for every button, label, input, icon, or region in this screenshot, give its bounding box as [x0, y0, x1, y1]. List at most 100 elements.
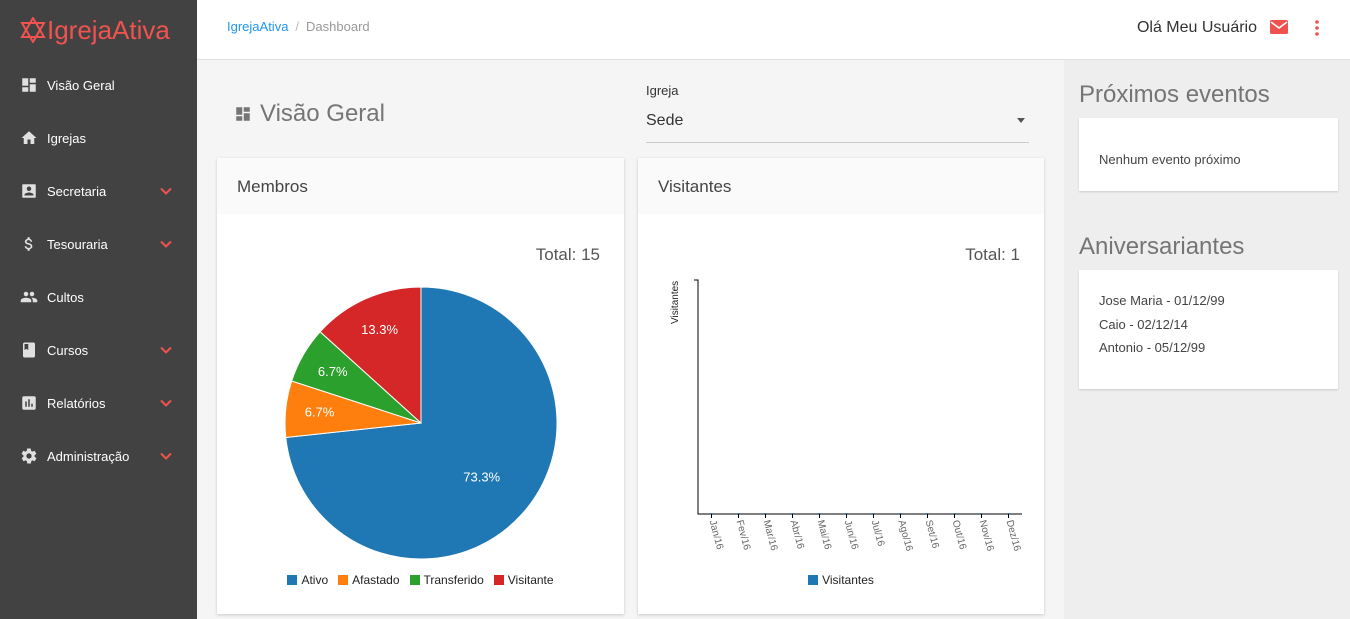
visitors-card: Visitantes Total: 1 Visitantes Jan/16 Fev/…	[638, 158, 1044, 614]
church-select-value: Sede	[646, 112, 684, 129]
legend-item[interactable]: Afastado	[338, 573, 400, 587]
members-legend: Ativo Afastado Transferido Visitante	[217, 573, 624, 587]
church-select-label: Igreja	[646, 83, 679, 98]
events-card: Nenhum evento próximo	[1079, 118, 1338, 191]
sidebar-item-label: Administração	[47, 448, 130, 464]
bar[interactable]	[872, 513, 875, 514]
x-tick-label: Dez/16	[1004, 519, 1023, 553]
chevron-down-icon[interactable]	[160, 238, 172, 250]
mail-icon[interactable]	[1269, 18, 1289, 36]
chart-axes	[694, 279, 1022, 515]
church-select[interactable]: Sede	[646, 112, 1029, 143]
visitors-bar-chart: Visitantes Jan/16 Fev/16 Mar/16 Abr/16 Mai/16…	[670, 279, 1023, 553]
bar[interactable]	[1007, 513, 1010, 514]
bar[interactable]	[710, 513, 713, 514]
birthday-item: Antonio - 05/12/99	[1099, 340, 1206, 355]
members-card-title: Membros	[217, 158, 624, 214]
sidebar-item-label: Cultos	[47, 289, 84, 305]
x-tick-label: Ago/16	[896, 519, 915, 553]
bar[interactable]	[791, 513, 794, 514]
sidebar-item-administracao[interactable]: Administração	[0, 436, 197, 476]
home-icon	[20, 129, 38, 147]
legend-swatch	[287, 575, 298, 585]
app-logo[interactable]: IgrejaAtiva	[0, 0, 197, 60]
pie-slice-label: 73.3%	[463, 470, 500, 485]
birthday-item: Caio - 02/12/14	[1099, 316, 1188, 332]
members-card: Membros Total: 15 73.3% 6.7% 6.7% 13.3% Ati…	[217, 158, 624, 614]
more-vert-icon[interactable]	[1310, 18, 1324, 38]
page-title-text: Visão Geral	[260, 100, 385, 127]
dashboard-icon	[236, 107, 250, 121]
breadcrumb-home-link[interactable]: IgrejaAtiva	[227, 19, 289, 34]
bar[interactable]	[926, 513, 929, 514]
x-tick-label: Nov/16	[977, 519, 996, 553]
bar[interactable]	[899, 513, 902, 514]
bar[interactable]	[980, 513, 983, 514]
sidebar-item-igrejas[interactable]: Igrejas	[0, 118, 197, 158]
sidebar-item-tesouraria[interactable]: Tesouraria	[0, 224, 197, 264]
visitors-legend: Visitantes	[638, 573, 1044, 587]
chevron-down-icon[interactable]	[160, 185, 172, 197]
pie-slice[interactable]	[319, 286, 422, 425]
sidebar: IgrejaAtiva Visão Geral Igrejas Secretar…	[0, 0, 197, 619]
x-tick-label: Out/16	[950, 519, 969, 551]
legend-item[interactable]: Transferido	[409, 573, 484, 587]
page-title: Visão Geral	[234, 100, 385, 128]
breadcrumb-current: Dashboard	[306, 19, 370, 34]
legend-item[interactable]: Ativo	[287, 573, 328, 587]
sidebar-item-label: Igrejas	[47, 130, 87, 146]
gear-icon	[20, 447, 38, 465]
star-of-david-icon	[20, 17, 46, 43]
legend-label: Transferido	[423, 573, 484, 587]
contact-card-icon	[20, 182, 38, 200]
birthday-item: Jose Maria - 01/12/99	[1099, 293, 1225, 308]
legend-swatch	[338, 575, 349, 585]
chevron-down-icon[interactable]	[160, 450, 172, 462]
sidebar-item-secretaria[interactable]: Secretaria	[0, 171, 197, 211]
main-content: Visão Geral Igreja Sede Membros Total: 1…	[197, 60, 1064, 619]
sidebar-item-label: Visão Geral	[47, 77, 115, 93]
x-tick-label: Mai/16	[815, 519, 834, 551]
chevron-down-icon[interactable]	[160, 344, 172, 356]
sidebar-item-label: Tesouraria	[47, 236, 108, 252]
pie-slice-label: 6.7%	[305, 404, 335, 419]
top-header: IgrejaAtiva / Dashboard Olá Meu Usuário	[197, 0, 1350, 60]
legend-swatch	[493, 575, 504, 585]
chevron-down-icon[interactable]	[160, 397, 172, 409]
legend-label: Visitantes	[822, 573, 874, 587]
x-tick-label: Abr/16	[788, 519, 806, 551]
sidebar-item-visao-geral[interactable]: Visão Geral	[0, 65, 197, 105]
dropdown-arrow-icon	[1017, 118, 1025, 123]
visitors-total: Total: 1	[965, 245, 1020, 264]
x-tick-label: Jun/16	[842, 519, 861, 551]
dashboard-icon	[20, 76, 38, 94]
legend-item[interactable]: Visitante	[493, 573, 554, 587]
sidebar-item-cultos[interactable]: Cultos	[0, 277, 197, 317]
bar[interactable]	[845, 513, 848, 514]
bar[interactable]	[764, 513, 767, 514]
legend-swatch	[409, 575, 420, 585]
bar[interactable]	[818, 513, 821, 514]
members-pie-chart: 73.3% 6.7% 6.7% 13.3%	[284, 286, 558, 560]
sidebar-item-cursos[interactable]: Cursos	[0, 330, 197, 370]
sidebar-item-relatorios[interactable]: Relatórios	[0, 383, 197, 423]
legend-label: Afastado	[352, 573, 400, 587]
sidebar-item-label: Secretaria	[47, 183, 107, 199]
members-total: Total: 15	[535, 245, 600, 264]
legend-item[interactable]: Visitantes	[808, 573, 874, 587]
bar[interactable]	[953, 513, 956, 514]
legend-label: Visitante	[507, 573, 554, 587]
breadcrumb: IgrejaAtiva / Dashboard	[227, 19, 370, 34]
y-axis-label: Visitantes	[670, 281, 681, 324]
pie-slice-label: 13.3%	[361, 322, 398, 337]
x-tick-label: Jul/16	[869, 519, 887, 548]
user-greeting[interactable]: Olá Meu Usuário	[1136, 19, 1257, 36]
events-title: Próximos eventos	[1079, 81, 1270, 108]
right-panel: Próximos eventos Nenhum evento próximo A…	[1064, 60, 1350, 619]
legend-swatch	[808, 575, 819, 585]
sidebar-item-label: Cursos	[47, 342, 89, 358]
breadcrumb-separator: /	[295, 19, 300, 34]
pie-slice-label: 6.7%	[318, 364, 348, 379]
x-tick-label: Set/16	[923, 519, 941, 550]
bar[interactable]	[737, 513, 740, 514]
